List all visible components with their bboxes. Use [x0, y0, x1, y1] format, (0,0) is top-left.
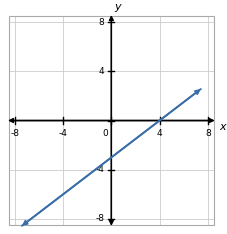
Text: -4: -4 [58, 129, 67, 138]
Text: 0: 0 [102, 129, 108, 138]
Text: 8: 8 [98, 18, 104, 27]
Text: x: x [218, 122, 225, 132]
Text: -8: -8 [10, 129, 19, 138]
Text: 8: 8 [204, 129, 210, 138]
Text: y: y [114, 2, 120, 12]
Text: 4: 4 [98, 67, 104, 76]
Text: 4: 4 [156, 129, 162, 138]
Text: -8: -8 [95, 214, 104, 223]
Text: -4: -4 [95, 165, 104, 174]
